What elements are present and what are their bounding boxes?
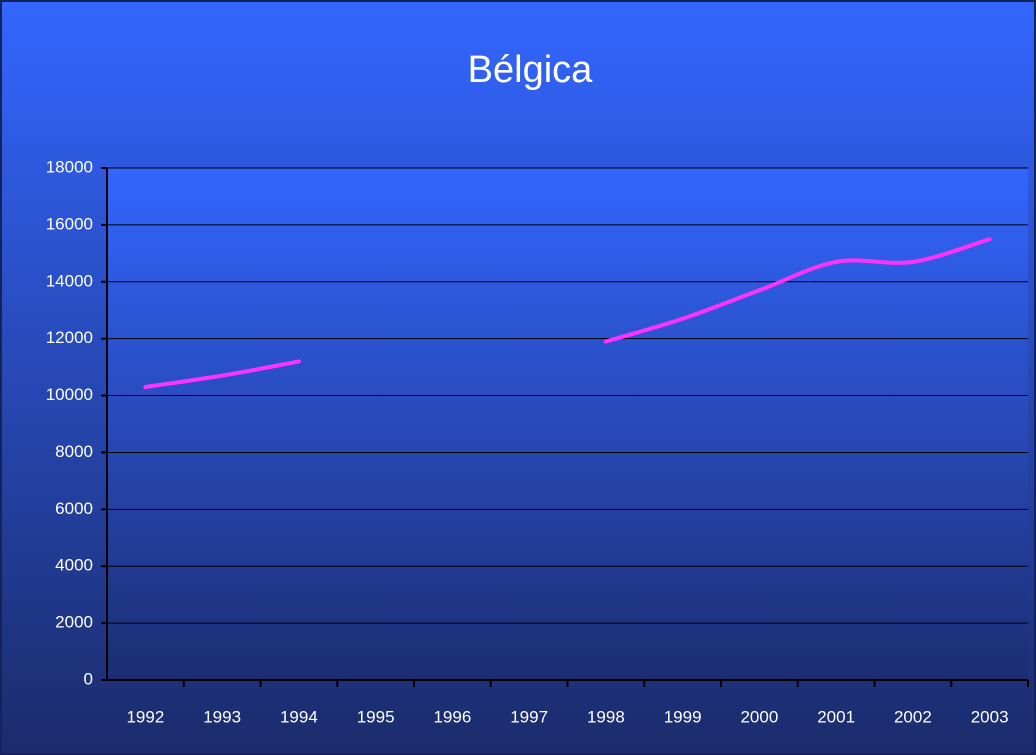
y-tick-label: 16000 (46, 214, 93, 233)
x-tick-label: 1998 (587, 707, 625, 726)
x-tick-label: 1993 (203, 707, 241, 726)
x-tick-label: 1996 (433, 707, 471, 726)
y-tick-label: 12000 (46, 328, 93, 347)
y-tick-label: 18000 (46, 157, 93, 176)
y-tick-label: 2000 (55, 613, 93, 632)
x-tick-label: 2000 (740, 707, 778, 726)
x-tick-label: 1994 (280, 707, 318, 726)
y-tick-label: 8000 (55, 442, 93, 461)
x-tick-label: 1999 (664, 707, 702, 726)
x-tick-label: 1995 (357, 707, 395, 726)
chart-title: Bélgica (468, 49, 593, 91)
x-tick-label: 1992 (126, 707, 164, 726)
x-tick-label: 2001 (817, 707, 855, 726)
plot-area (107, 168, 1028, 680)
y-tick-label: 4000 (55, 556, 93, 575)
x-tick-label: 2002 (894, 707, 932, 726)
y-tick-label: 0 (84, 669, 93, 688)
x-tick-label: 1997 (510, 707, 548, 726)
y-tick-label: 6000 (55, 499, 93, 518)
y-tick-label: 14000 (46, 271, 93, 290)
line (143, 359, 301, 390)
y-tick-label: 10000 (46, 385, 93, 404)
line (603, 237, 992, 344)
x-tick-label: 2003 (971, 707, 1009, 726)
